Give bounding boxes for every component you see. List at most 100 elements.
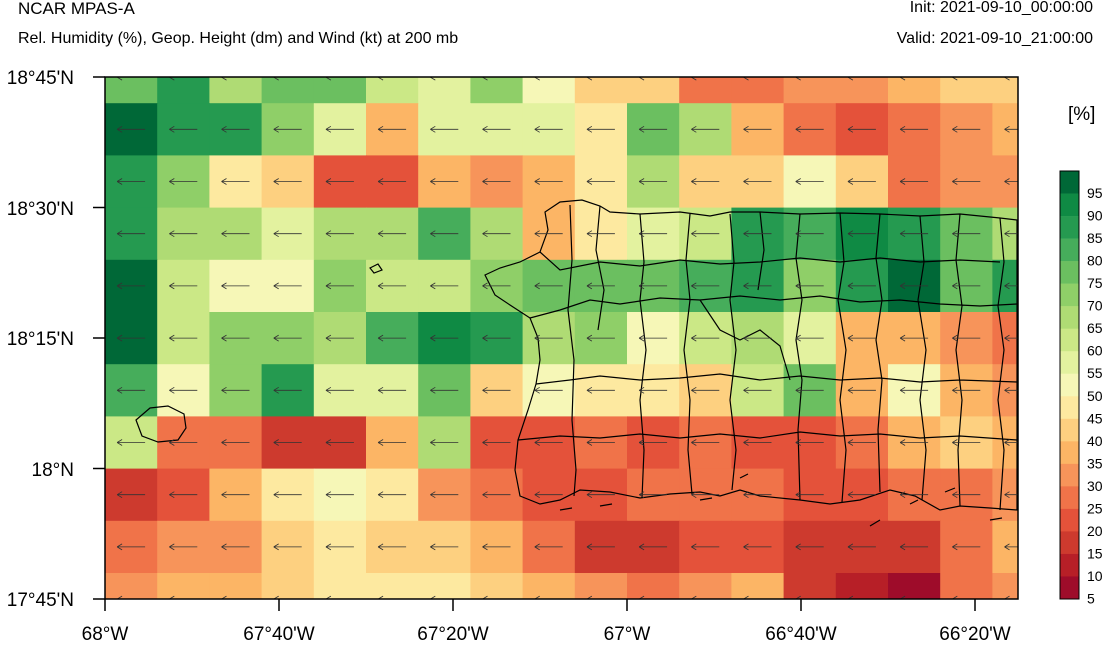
wind-arrow xyxy=(743,386,772,394)
wind-arrow xyxy=(952,439,981,446)
colorbar-swatch xyxy=(1060,328,1079,352)
humidity-cell xyxy=(992,364,1018,417)
wind-arrow xyxy=(169,386,198,394)
wind-arrow xyxy=(638,125,668,133)
humidity-cell xyxy=(888,77,941,104)
wind-arrow xyxy=(430,178,459,185)
wind-arrow xyxy=(325,230,354,238)
wind-arrow xyxy=(795,125,824,133)
wind-arrow xyxy=(377,230,407,238)
colorbar-swatch xyxy=(1060,531,1079,555)
y-label-18-30n: 18°30'N xyxy=(7,199,74,220)
wind-arrow xyxy=(482,386,511,394)
colorbar-swatch xyxy=(1060,373,1079,397)
wind-arrow xyxy=(1004,386,1018,394)
humidity-cell xyxy=(992,103,1018,156)
wind-arrow xyxy=(638,439,668,446)
colorbar-swatch xyxy=(1060,283,1079,307)
colorbar-swatch xyxy=(1060,238,1079,262)
wind-arrow xyxy=(743,334,772,342)
humidity-cell xyxy=(992,468,1018,522)
colorbar-tick-label: 15 xyxy=(1087,545,1103,561)
wind-arrow xyxy=(743,178,772,185)
humidity-cell xyxy=(313,573,367,599)
wind-arrow xyxy=(586,282,615,290)
wind-arrow xyxy=(482,439,511,446)
wind-arrow xyxy=(116,230,146,238)
wind-arrow xyxy=(586,230,615,238)
wind-arrow xyxy=(534,334,563,342)
wind-arrow xyxy=(534,125,563,133)
humidity-cell xyxy=(209,573,263,599)
wind-arrow xyxy=(273,491,302,499)
wind-arrow xyxy=(169,125,198,133)
wind-arrow xyxy=(743,491,772,499)
wind-arrow xyxy=(273,230,302,238)
wind-arrow xyxy=(952,334,981,342)
wind-arrow xyxy=(534,282,563,290)
wind-arrow xyxy=(1004,543,1018,551)
wind-arrow xyxy=(743,543,772,551)
wind-arrow xyxy=(1004,178,1018,185)
colorbar-swatch xyxy=(1060,576,1079,600)
wind-arrow xyxy=(430,334,459,342)
humidity-cell xyxy=(209,77,263,104)
wind-arrow xyxy=(325,491,354,499)
colorbar-swatch xyxy=(1060,508,1079,532)
map-title: NCAR MPAS-A xyxy=(18,0,135,18)
humidity-cell xyxy=(992,77,1018,104)
wind-arrow xyxy=(795,230,824,238)
wind-arrow xyxy=(221,491,250,499)
wind-arrow xyxy=(847,230,876,238)
humidity-cell xyxy=(940,77,993,104)
wind-arrow xyxy=(169,543,198,551)
colorbar-tick-label: 75 xyxy=(1087,275,1103,291)
humidity-cell xyxy=(261,573,315,599)
wind-arrow xyxy=(638,386,668,394)
colorbar-tick-label: 25 xyxy=(1087,500,1103,516)
humidity-cell xyxy=(574,77,628,104)
humidity-cell xyxy=(105,573,158,599)
humidity-cell xyxy=(366,573,419,599)
colorbar-swatch xyxy=(1060,306,1079,329)
humidity-cell xyxy=(992,573,1018,599)
wind-arrow xyxy=(534,230,563,238)
wind-arrow xyxy=(691,125,720,133)
wind-arrow xyxy=(638,491,668,499)
colorbar-swatch xyxy=(1060,216,1079,239)
colorbar-tick-label: 30 xyxy=(1087,478,1103,494)
colorbar-swatch xyxy=(1060,396,1079,420)
wind-arrow xyxy=(638,282,668,290)
wind-arrow xyxy=(430,543,459,551)
wind-arrow xyxy=(221,334,250,342)
wind-arrow xyxy=(586,543,615,551)
wind-arrow xyxy=(534,178,563,185)
wind-arrow xyxy=(116,282,146,290)
humidity-cell xyxy=(627,573,680,599)
wind-arrow xyxy=(952,386,981,394)
y-label-18-15n: 18°15'N xyxy=(7,329,74,350)
wind-arrow xyxy=(482,543,511,551)
humidity-cell xyxy=(418,77,471,104)
wind-arrow xyxy=(377,386,407,394)
y-label-18-45n: 18°45'N xyxy=(7,68,74,89)
colorbar-tick-label: 40 xyxy=(1087,433,1103,449)
colorbar-unit-label: [%] xyxy=(1068,104,1096,125)
colorbar-tick-label: 95 xyxy=(1087,185,1103,201)
wind-arrow xyxy=(430,125,459,133)
wind-arrow xyxy=(691,439,720,446)
wind-arrow xyxy=(273,543,302,551)
humidity-cell xyxy=(679,77,732,104)
wind-arrow xyxy=(221,439,250,446)
wind-arrow xyxy=(273,125,302,133)
wind-arrow xyxy=(377,543,407,551)
wind-arrow xyxy=(430,230,459,238)
wind-arrow xyxy=(273,386,302,394)
colorbar-tick-label: 5 xyxy=(1087,591,1095,607)
humidity-cell xyxy=(522,77,576,104)
wind-arrow xyxy=(847,491,876,499)
wind-arrow xyxy=(377,439,407,446)
humidity-cell xyxy=(888,573,941,599)
wind-arrow xyxy=(169,491,198,499)
